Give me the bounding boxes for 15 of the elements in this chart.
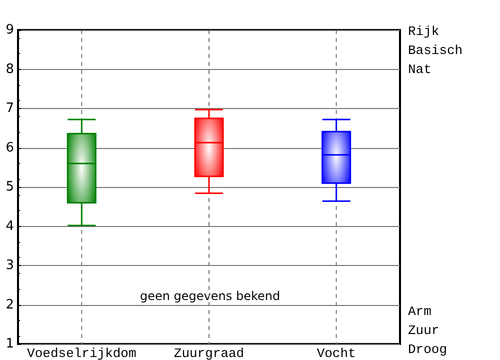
text: Rijk Basisch Nat bbox=[408, 24, 463, 77]
x-tick-label: Voedselrijkdom bbox=[27, 346, 136, 360]
y-tick-label: 6 bbox=[6, 140, 14, 156]
y-tick-label: 7 bbox=[6, 101, 14, 116]
y-tick-label: 8 bbox=[6, 62, 14, 77]
text: Arm Zuur Droog bbox=[408, 304, 448, 357]
x-tick-label: Zuurgraad bbox=[174, 346, 244, 360]
y-tick-label: 4 bbox=[6, 218, 14, 234]
x-tick-label: Vocht bbox=[316, 346, 356, 360]
y-tick-label: 2 bbox=[6, 297, 14, 312]
y-tick-label: 5 bbox=[6, 180, 14, 194]
y-tick-label: 1 bbox=[6, 336, 14, 352]
annotation: geen gegevens bekend bbox=[140, 289, 280, 303]
y-tick-label: 9 bbox=[6, 22, 14, 38]
y-tick-label: 3 bbox=[6, 258, 14, 273]
